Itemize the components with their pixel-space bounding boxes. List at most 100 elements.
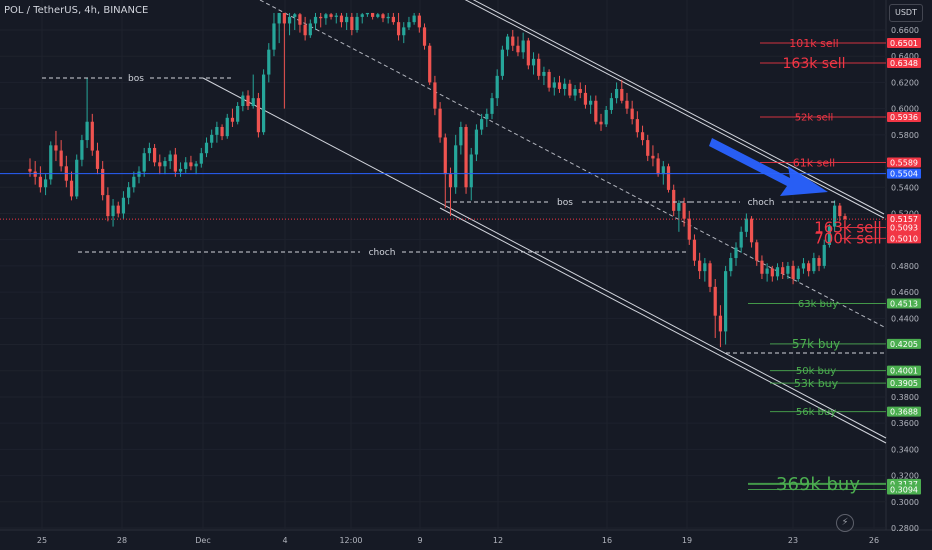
candle-body	[464, 126, 468, 188]
price-tag: 0.3094	[887, 484, 921, 495]
candle-body	[635, 119, 639, 133]
candle-body	[708, 263, 712, 287]
candle-body	[28, 168, 32, 172]
price-tag-text: 0.5093	[890, 223, 918, 232]
price-axis[interactable]: 0.66000.64000.62000.60000.58000.56000.54…	[891, 26, 919, 533]
channel-bottom-line	[202, 77, 887, 439]
candle	[282, 12, 286, 109]
candle-body	[563, 83, 567, 89]
candle	[121, 191, 126, 219]
price-tag-text: 0.3688	[890, 408, 918, 417]
candle	[656, 153, 660, 177]
candle	[111, 199, 115, 227]
currency-button[interactable]: USDT	[889, 4, 923, 22]
candle	[838, 202, 842, 222]
candle	[651, 145, 655, 167]
candle-body	[744, 218, 748, 232]
candle-body	[765, 268, 769, 274]
candle	[412, 12, 416, 25]
candle	[199, 147, 203, 168]
candle	[287, 12, 292, 36]
candle	[277, 12, 281, 44]
candle-body	[152, 147, 157, 163]
candle-body	[781, 267, 785, 274]
candle	[646, 134, 650, 162]
time-axis[interactable]: 25 28 Dec 4 12:00 9 12 16 19 23 26	[37, 536, 879, 545]
candle	[511, 30, 515, 51]
time-tick-label: 12:00	[339, 536, 362, 545]
candle	[407, 16, 411, 30]
price-tick-label: 0.6000	[891, 105, 919, 114]
candle-body	[225, 117, 229, 137]
candle	[184, 157, 188, 173]
candle	[49, 141, 53, 185]
price-tag-text: 0.4205	[890, 340, 918, 349]
price-tick-label: 0.5200	[891, 209, 919, 218]
candle	[666, 163, 671, 193]
candle	[744, 213, 748, 238]
price-tick-label: 0.3400	[891, 445, 919, 454]
candle-body	[760, 260, 764, 274]
candle	[173, 147, 177, 177]
candle-body	[687, 218, 691, 240]
candle-body	[505, 36, 510, 50]
candle-body	[163, 161, 167, 167]
price-tag-bg	[887, 406, 921, 417]
time-tick-label: 16	[602, 536, 612, 545]
candle-body	[438, 108, 442, 138]
lightning-icon[interactable]: ⚡	[836, 514, 854, 532]
candle-body	[583, 92, 588, 105]
candle-body	[324, 14, 328, 19]
candle-body	[95, 150, 100, 169]
candle	[791, 260, 795, 285]
choch-label: choch	[748, 198, 775, 208]
candle	[480, 113, 484, 135]
candle	[85, 78, 89, 148]
candle	[672, 184, 676, 217]
candle-body	[132, 176, 136, 188]
candle-body	[142, 153, 146, 172]
candle	[474, 124, 479, 162]
candle	[729, 252, 733, 277]
price-tick-label: 0.4400	[891, 314, 919, 323]
candle	[147, 142, 152, 162]
candle	[152, 144, 157, 167]
candle	[225, 113, 229, 139]
candle	[438, 102, 442, 143]
price-tick-label: 0.4600	[891, 288, 919, 297]
candle	[755, 239, 759, 266]
candle-body	[204, 142, 209, 154]
candle-body	[329, 14, 333, 17]
candle	[163, 157, 167, 175]
candle-body	[485, 113, 489, 120]
price-tick-label: 0.3200	[891, 472, 919, 481]
candle-body	[241, 95, 245, 107]
candle-body	[531, 58, 536, 66]
candle	[770, 265, 774, 282]
candle	[557, 75, 562, 93]
candle-body	[807, 263, 811, 272]
candle-body	[620, 88, 624, 101]
candle	[796, 265, 800, 282]
candle-body	[402, 27, 406, 36]
time-tick-label: 28	[117, 536, 127, 545]
price-tag-text: 0.6501	[890, 39, 918, 48]
candle-body	[459, 126, 463, 146]
candle	[687, 210, 691, 245]
price-tick-label: 0.4800	[891, 262, 919, 271]
candle-body	[345, 16, 349, 23]
candle-body	[319, 16, 323, 19]
candle	[625, 92, 629, 114]
price-tag: 0.4001	[887, 365, 921, 376]
candle-body	[537, 58, 541, 76]
buy-level-label: 57k buy	[792, 337, 840, 351]
candle	[101, 161, 105, 201]
candle-body	[843, 216, 847, 220]
candle-body	[801, 263, 806, 269]
candle-body	[495, 75, 499, 99]
channel-top-line	[464, 0, 885, 219]
time-tick-label: 23	[788, 536, 798, 545]
time-tick-label: Dec	[195, 536, 210, 545]
candle	[573, 85, 577, 101]
